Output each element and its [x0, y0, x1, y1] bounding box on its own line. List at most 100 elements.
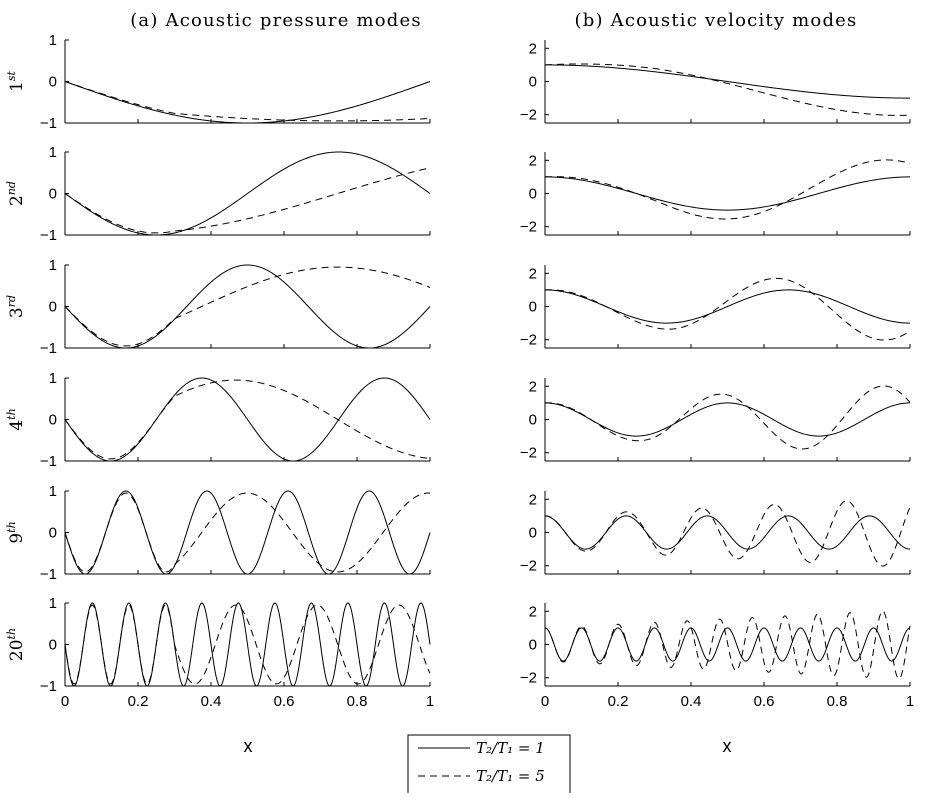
y-tick-label: 0 [529, 412, 537, 429]
x-tick-label: 0.4 [201, 693, 222, 710]
x-tick-label: 1 [906, 693, 914, 710]
mode-row-label: 3rd [5, 295, 27, 318]
series-line-t-ratio-1 [64, 377, 431, 462]
x-tick-label: 0 [61, 693, 69, 710]
y-tick-label: 1 [49, 32, 57, 49]
y-tick-label: 0 [49, 186, 57, 203]
pressure-subplot-3: −1 0 1 3rd [5, 257, 431, 357]
y-tick-label: −2 [520, 107, 537, 124]
y-tick-label: 0 [529, 637, 537, 654]
y-tick-label: −1 [40, 566, 57, 583]
y-tick-label: −2 [520, 219, 537, 236]
subplots: −1011st−1012nd−1013rd−1014th−1019th−1010… [5, 32, 914, 710]
y-tick-label: 0 [49, 74, 57, 91]
y-tick-label: 1 [49, 370, 57, 387]
legend-box [407, 734, 571, 798]
series-line-t-ratio-5 [544, 277, 911, 341]
y-tick-label: −2 [520, 445, 537, 462]
series-line-t-ratio-1 [64, 264, 431, 349]
velocity-subplot-9: −2 0 2 [520, 491, 911, 575]
series-line-t-ratio-5 [64, 266, 431, 347]
mode-row-label: 2nd [5, 181, 27, 206]
y-tick-label: 2 [529, 491, 537, 508]
x-tick-label: 0.2 [608, 693, 629, 710]
right-panel-title: (b) Acoustic velocity modes [575, 10, 858, 31]
velocity-subplot-2: −2 0 2 [520, 152, 911, 236]
right-x-axis-label: x [723, 736, 732, 756]
mode-row-label: 20th [5, 628, 27, 661]
pressure-subplot-4: −1 0 1 4th [5, 370, 431, 470]
y-tick-label: 2 [529, 378, 537, 395]
mode-row-label: 4th [5, 408, 27, 430]
y-tick-label: 2 [529, 265, 537, 282]
left-panel-title: (a) Acoustic pressure modes [130, 10, 422, 31]
x-tick-label: 0.8 [827, 693, 848, 710]
y-tick-label: 0 [49, 525, 57, 542]
y-tick-label: 2 [529, 603, 537, 620]
series-line-t-ratio-5 [544, 610, 911, 680]
y-tick-label: −1 [40, 453, 57, 470]
y-tick-label: 1 [49, 483, 57, 500]
pressure-subplot-9: −1 0 1 9th [5, 483, 431, 583]
series-line-t-ratio-5 [544, 385, 911, 450]
velocity-subplot-3: −2 0 2 [520, 265, 911, 349]
series-line-t-ratio-1 [545, 176, 910, 211]
series-line-t-ratio-5 [64, 167, 431, 234]
series-line-t-ratio-5 [64, 492, 431, 573]
y-tick-label: 0 [529, 186, 537, 203]
y-tick-label: −1 [40, 115, 57, 132]
series-line-t-ratio-1 [545, 64, 910, 99]
y-tick-label: 0 [529, 525, 537, 542]
legend-solid-label: T₂/T₁ = 1 [476, 739, 545, 757]
x-tick-label: 0.8 [347, 693, 368, 710]
series-line-t-ratio-1 [64, 490, 431, 575]
y-tick-label: 2 [529, 152, 537, 169]
y-tick-label: −1 [40, 227, 57, 244]
series-line-t-ratio-1 [544, 289, 911, 324]
series-line-t-ratio-1 [64, 602, 431, 687]
series-line-t-ratio-1 [544, 515, 911, 550]
y-tick-label: 1 [49, 257, 57, 274]
pressure-subplot-2: −1 0 1 2nd [5, 144, 431, 244]
y-tick-label: −2 [520, 332, 537, 349]
legend-dashed-label: T₂/T₁ = 5 [476, 767, 545, 785]
series-line-t-ratio-1 [64, 151, 431, 236]
series-line-t-ratio-5 [64, 81, 431, 122]
series-line-t-ratio-5 [544, 159, 911, 220]
y-tick-label: −1 [40, 340, 57, 357]
y-tick-label: 1 [49, 595, 57, 612]
y-tick-label: 1 [49, 144, 57, 161]
x-tick-label: 1 [426, 693, 434, 710]
series-line-t-ratio-1 [544, 402, 911, 437]
y-tick-label: 0 [529, 299, 537, 316]
x-tick-label: 0 [541, 693, 549, 710]
series-line-t-ratio-5 [544, 63, 911, 116]
mode-row-label: 1st [5, 70, 27, 91]
y-tick-label: 2 [529, 40, 537, 57]
y-tick-label: 0 [529, 74, 537, 91]
y-tick-label: 0 [49, 299, 57, 316]
series-line-t-ratio-5 [64, 379, 431, 460]
legend: T₂/T₁ = 1 T₂/T₁ = 5 [407, 734, 571, 798]
y-tick-label: 0 [49, 412, 57, 429]
y-tick-label: 0 [49, 637, 57, 654]
velocity-subplot-1: −2 0 2 [520, 40, 911, 124]
y-tick-label: −2 [520, 670, 537, 687]
pressure-subplot-1: −1 0 1 1st [5, 32, 431, 132]
x-tick-label: 0.2 [128, 693, 149, 710]
x-tick-label: 0.6 [754, 693, 775, 710]
x-tick-label: 0.4 [681, 693, 702, 710]
series-line-t-ratio-1 [64, 81, 431, 124]
left-x-axis-label: x [244, 736, 253, 756]
series-line-t-ratio-5 [64, 604, 431, 685]
x-tick-label: 0.6 [274, 693, 295, 710]
y-tick-label: −2 [520, 558, 537, 575]
series-line-t-ratio-5 [544, 500, 911, 567]
velocity-subplot-4: −2 0 2 [520, 378, 911, 462]
mode-row-label: 9th [5, 521, 27, 543]
y-tick-label: −1 [40, 678, 57, 695]
